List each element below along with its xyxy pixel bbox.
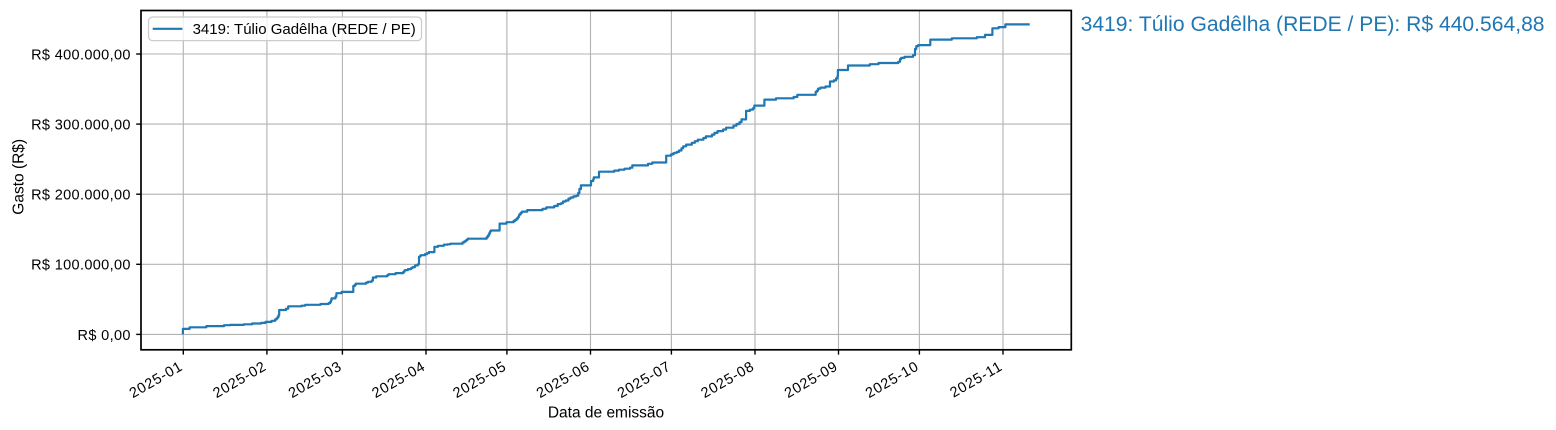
svg-text:R$ 400.000,00: R$ 400.000,00 xyxy=(31,47,131,63)
svg-text:R$ 200.000,00: R$ 200.000,00 xyxy=(31,188,131,204)
svg-text:R$ 100.000,00: R$ 100.000,00 xyxy=(31,258,131,274)
svg-text:R$ 0,00: R$ 0,00 xyxy=(78,328,131,344)
svg-text:3419: Túlio Gadêlha (REDE / PE: 3419: Túlio Gadêlha (REDE / PE): R$ 440.… xyxy=(1081,13,1545,36)
svg-text:Gasto (R$): Gasto (R$) xyxy=(11,139,28,215)
svg-text:R$ 300.000,00: R$ 300.000,00 xyxy=(31,118,131,134)
svg-text:3419: Túlio Gadêlha (REDE / PE: 3419: Túlio Gadêlha (REDE / PE) xyxy=(193,21,416,38)
svg-text:Data de emissão: Data de emissão xyxy=(548,405,664,422)
